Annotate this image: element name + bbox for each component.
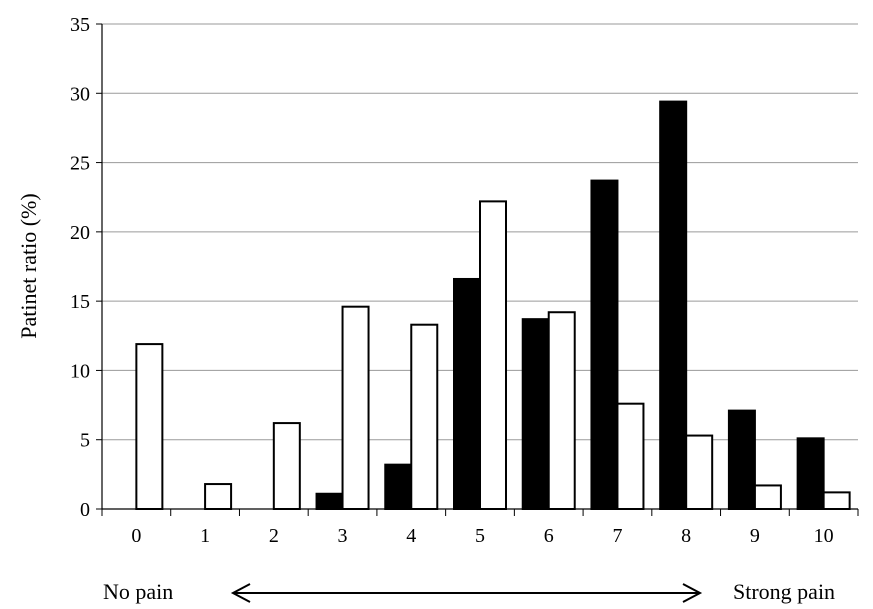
y-ticks: 0 5 10 15 20 25 30 35: [70, 14, 102, 521]
y-tick-label: 15: [70, 291, 90, 313]
bar-outline: [685, 434, 714, 510]
x-tick-label: 3: [338, 525, 348, 547]
x-tick-label: 8: [681, 525, 691, 547]
bar-filled: [453, 277, 481, 510]
bars: [135, 100, 851, 511]
x-tick-label: 9: [750, 525, 760, 547]
x-tick-label: 2: [269, 525, 279, 547]
x-tick-label: 1: [200, 525, 210, 547]
bar-outline: [547, 311, 576, 510]
x-tick-label: 10: [814, 525, 834, 547]
bar-outline: [204, 483, 233, 510]
x-tick-label: 0: [131, 525, 141, 547]
bar-outline: [135, 343, 164, 510]
x-tick-label: 5: [475, 525, 485, 547]
bar-outline: [822, 491, 851, 510]
y-tick-label: 30: [70, 83, 90, 105]
bar-outline: [616, 402, 645, 510]
bar-filled: [727, 409, 756, 510]
x-tick-label: 7: [612, 525, 622, 547]
y-tick-label: 25: [70, 153, 90, 175]
x-ticks: 0 1 2 3 4 5 6 7 8 9 10: [101, 509, 859, 547]
y-axis-label: Patinet ratio (%): [16, 193, 41, 338]
bar-outline: [341, 305, 370, 510]
y-tick-label: 20: [70, 222, 90, 244]
no-pain-label: No pain: [103, 579, 173, 604]
arrow-head-left: [230, 583, 251, 603]
bar-filled: [521, 318, 550, 510]
y-tick-label: 5: [80, 430, 90, 452]
y-tick-label: 0: [80, 499, 90, 521]
bar-filled: [796, 437, 825, 511]
bar-outline: [410, 323, 439, 511]
bar-outline: [479, 200, 507, 510]
bar-filled: [659, 100, 688, 510]
arrow-head-right: [682, 583, 703, 603]
bar-outline: [272, 422, 301, 511]
bar-outline: [753, 484, 782, 511]
x-tick-label: 4: [406, 525, 416, 547]
y-tick-label: 35: [70, 14, 90, 36]
bar-filled: [590, 179, 619, 510]
strong-pain-label: Strong pain: [733, 579, 835, 604]
bar-filled: [315, 492, 344, 510]
x-tick-label: 6: [544, 525, 554, 547]
bar-filled: [384, 463, 413, 510]
y-tick-label: 10: [70, 360, 90, 382]
